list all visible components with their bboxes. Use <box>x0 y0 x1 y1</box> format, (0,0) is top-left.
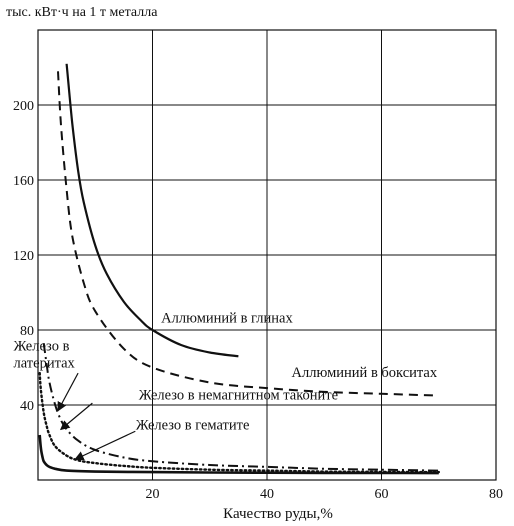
grid-lines <box>38 30 496 480</box>
annotation-pointer-1 <box>59 402 93 431</box>
plot-frame <box>37 29 497 481</box>
series-curve-4 <box>38 434 439 475</box>
y-tick-label-4: 200 <box>13 99 34 114</box>
y-tick-label-3: 160 <box>13 174 34 189</box>
y-tick-label-1: 80 <box>20 324 34 339</box>
x-tick-label-2: 60 <box>375 487 389 502</box>
series-label-1: Аллюминий в бокситах <box>292 365 438 381</box>
y-axis-label: тыс. кВт·ч на 1 т металла <box>6 5 158 20</box>
series-label-2-line-0: Железо в <box>14 339 70 355</box>
y-tick-labels: 40 80 120 160 200 <box>13 99 34 414</box>
x-axis-label: Качество руды,% <box>223 506 333 522</box>
annotation-pointers <box>57 372 136 461</box>
x-tick-label-3: 80 <box>489 487 503 502</box>
series-label-3: Железо в немагнитном таконите <box>139 387 338 403</box>
series-curve-2 <box>42 342 439 472</box>
series-label-2-line-1: латеритах <box>14 356 76 372</box>
y-tick-label-2: 120 <box>13 249 34 264</box>
series-curve-0 <box>65 63 239 358</box>
x-tick-label-1: 40 <box>260 487 274 502</box>
annotation-pointer-2 <box>74 430 136 461</box>
series-curve-1 <box>57 71 439 397</box>
series-curve-3 <box>38 371 440 474</box>
annotation-pointer-0 <box>57 372 79 412</box>
series-curves <box>38 63 440 475</box>
x-tick-label-0: 20 <box>146 487 160 502</box>
series-labels: Аллюминий в глинах Аллюминий в бокситах Же… <box>14 311 438 434</box>
series-label-0: Аллюминий в глинах <box>161 311 293 327</box>
x-tick-labels: 20 40 60 80 <box>146 487 504 502</box>
series-label-4: Железо в гематите <box>136 417 250 433</box>
y-tick-label-0: 40 <box>20 399 34 414</box>
